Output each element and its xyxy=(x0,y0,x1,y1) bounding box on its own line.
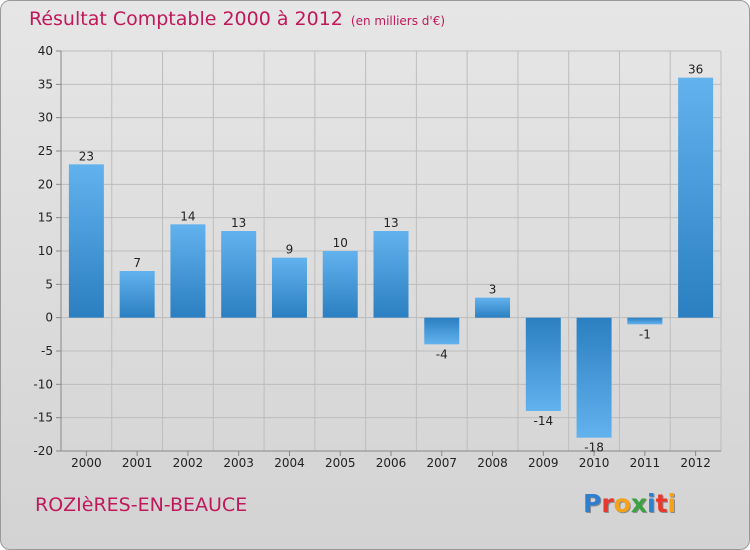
x-tick-label: 2000 xyxy=(71,456,102,470)
chart-title-main: Résultat Comptable 2000 à 2012 xyxy=(29,8,343,30)
bar-2004 xyxy=(271,257,307,318)
x-tick-label: 2010 xyxy=(579,456,610,470)
x-tick-label: 2008 xyxy=(477,456,508,470)
y-tick-label: 5 xyxy=(45,277,53,291)
x-tick-label: 2001 xyxy=(122,456,153,470)
y-tick-label: -5 xyxy=(41,344,53,358)
x-axis: 2000 2001 2002 2003 2004 2005 2006 2007 2008 2009… xyxy=(61,450,721,470)
x-tick-label: 2012 xyxy=(680,456,711,470)
data-label: 7 xyxy=(133,256,141,270)
y-tick-label: -10 xyxy=(33,377,53,391)
logo-letter: t xyxy=(655,489,668,518)
data-label: -4 xyxy=(436,347,448,361)
proxiti-logo[interactable]: Proxiti xyxy=(583,489,676,518)
data-label: -1 xyxy=(639,327,651,341)
bar-2000 xyxy=(68,164,104,318)
x-tick-label: 2007 xyxy=(426,456,457,470)
bar-2011 xyxy=(627,317,663,325)
y-axis: -20 -15 -10 -5 0 5 10 15 20 25 30 35 40 xyxy=(33,44,62,458)
x-tick-label: 2004 xyxy=(274,456,305,470)
x-tick-label: 2009 xyxy=(528,456,559,470)
bar-2005 xyxy=(322,251,358,318)
y-tick-label: 15 xyxy=(38,211,53,225)
x-tick-label: 2005 xyxy=(325,456,356,470)
logo-letter: o xyxy=(613,489,631,518)
data-label: 3 xyxy=(489,283,497,297)
chart-subtitle: (en milliers d'€) xyxy=(350,14,446,28)
logo-letter: i xyxy=(647,489,656,518)
x-tick-label: 2011 xyxy=(630,456,661,470)
chart-title: Résultat Comptable 2000 à 2012 (en millie… xyxy=(29,8,445,30)
bar-2003 xyxy=(221,231,257,318)
town-name: ROZIèRES-EN-BEAUCE xyxy=(35,494,248,516)
y-tick-label: 40 xyxy=(38,44,53,58)
bar-2010 xyxy=(576,317,612,438)
y-tick-label: 20 xyxy=(38,177,53,191)
data-label: -14 xyxy=(534,414,554,428)
bar-2008 xyxy=(475,297,511,318)
y-tick-label: 25 xyxy=(38,144,53,158)
y-tick-label: 30 xyxy=(38,111,53,125)
x-tick-label: 2003 xyxy=(223,456,254,470)
data-labels: 23 7 14 13 9 10 13 -4 3 -14 -18 -1 36 xyxy=(79,63,704,455)
x-tick-label: 2002 xyxy=(173,456,204,470)
data-label: 14 xyxy=(180,209,195,223)
y-tick-label: -20 xyxy=(33,444,53,458)
logo-letter: r xyxy=(601,489,614,518)
bar-2009 xyxy=(525,317,561,411)
y-tick-label: -15 xyxy=(33,411,53,425)
bar-2006 xyxy=(373,231,409,318)
data-label: 13 xyxy=(231,216,246,230)
bar-2001 xyxy=(119,271,155,318)
data-label: 36 xyxy=(688,63,703,77)
y-tick-label: 10 xyxy=(38,244,53,258)
y-tick-label: 0 xyxy=(45,311,53,325)
bars xyxy=(68,77,714,438)
data-label: 23 xyxy=(79,149,94,163)
data-label: 13 xyxy=(383,216,398,230)
y-tick-label: 35 xyxy=(38,77,53,91)
x-tick-label: 2006 xyxy=(376,456,407,470)
data-label: 9 xyxy=(286,243,294,257)
data-label: -18 xyxy=(584,441,604,455)
logo-letter: x xyxy=(630,489,647,518)
bar-2012 xyxy=(678,77,714,318)
logo-letter: P xyxy=(583,489,602,518)
data-label: 10 xyxy=(333,236,348,250)
bar-2002 xyxy=(170,224,206,318)
bar-2007 xyxy=(424,317,460,345)
logo-letter: i xyxy=(667,489,677,518)
